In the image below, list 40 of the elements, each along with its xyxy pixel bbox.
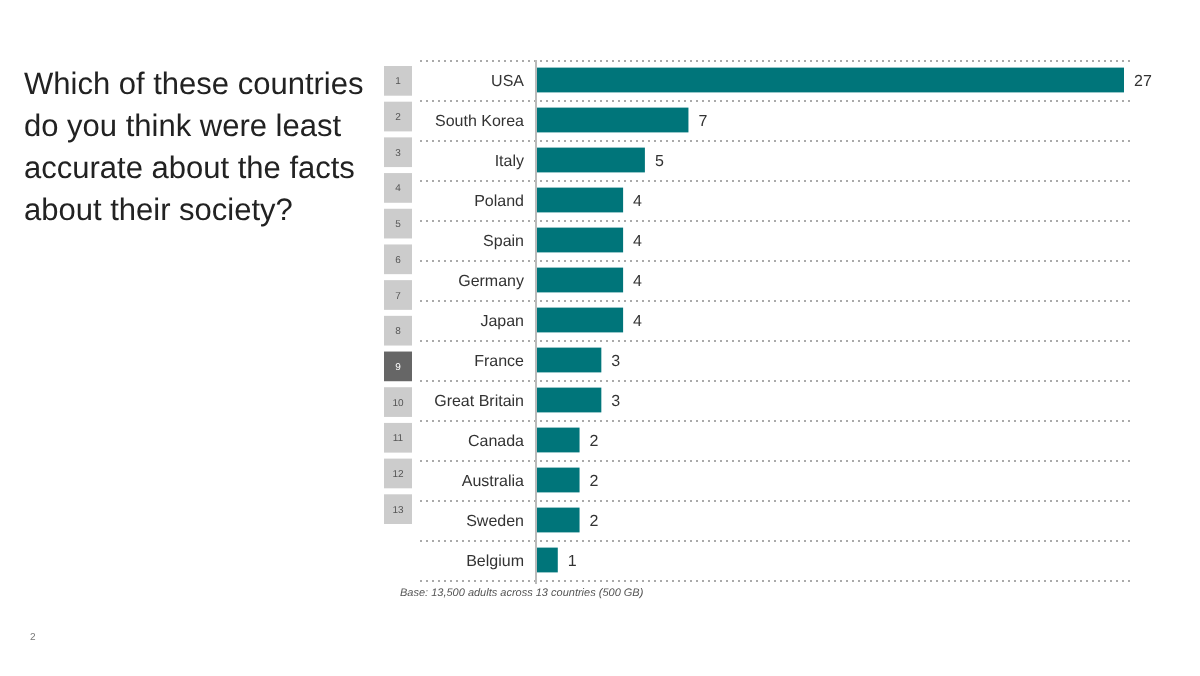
bar <box>536 347 602 373</box>
y-tick-label: Spain <box>483 231 524 250</box>
y-tick-label: Sweden <box>466 511 524 530</box>
data-label: 3 <box>611 351 622 370</box>
y-tick-label: USA <box>491 71 526 90</box>
bar <box>536 547 558 573</box>
text: Which of these countries do you think were least accurate about the facts about their society? <box>24 68 364 228</box>
bar <box>536 307 624 333</box>
y-tick-label: Canada <box>467 431 526 450</box>
data-label: 4 <box>633 271 644 290</box>
y-tick-label: Poland <box>474 191 524 210</box>
bar <box>536 507 580 533</box>
y-tick-label: Germany <box>458 271 524 290</box>
data-label: 7 <box>698 111 709 130</box>
y-tick-label: Belgium <box>466 551 525 570</box>
data-label: 4 <box>633 311 644 330</box>
data-label: 27 <box>1134 71 1153 90</box>
data-label: 5 <box>654 151 665 170</box>
bar <box>536 467 580 493</box>
bar <box>536 107 689 133</box>
data-label: 4 <box>633 231 644 250</box>
y-tick-label: Australia <box>461 471 526 490</box>
bar <box>536 187 624 213</box>
y-tick-label: Italy <box>494 151 524 170</box>
bar <box>536 147 645 173</box>
data-label: 4 <box>633 191 644 210</box>
bar <box>536 427 580 453</box>
data-label: 2 <box>589 471 600 490</box>
data-label: 2 <box>589 511 600 530</box>
y-tick-label: Great Britain <box>434 391 524 410</box>
y-tick-label: South Korea <box>435 111 526 130</box>
y-tick-label: Japan <box>480 311 524 330</box>
data-label: 3 <box>611 391 622 410</box>
bar <box>536 227 624 253</box>
bar <box>536 267 624 293</box>
bar <box>536 387 602 413</box>
bar <box>536 67 1124 93</box>
data-label: 1 <box>567 551 578 570</box>
y-tick-label: France <box>474 351 526 370</box>
data-label: 2 <box>589 431 600 450</box>
